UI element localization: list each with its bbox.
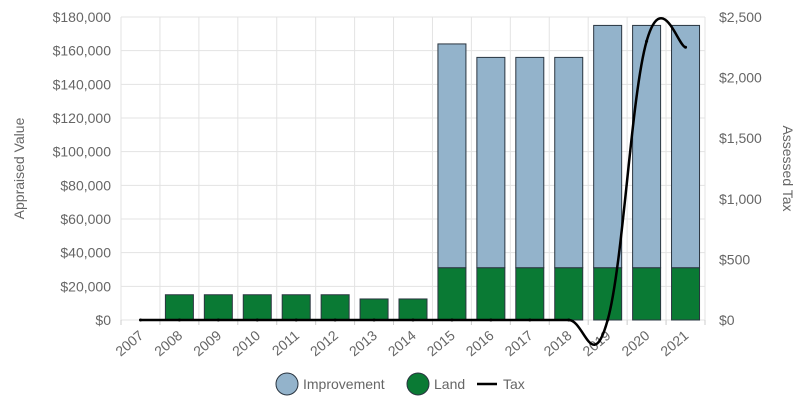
bar-land[interactable] <box>671 267 701 321</box>
bar-land[interactable] <box>320 294 350 321</box>
bar-land[interactable] <box>632 267 662 321</box>
tax-point[interactable] <box>606 318 610 322</box>
bar-land[interactable] <box>164 294 194 321</box>
bar-land[interactable] <box>281 294 311 321</box>
legend-swatch-improvement[interactable] <box>275 372 299 396</box>
tax-point[interactable] <box>450 318 454 322</box>
x-tick-label: 2014 <box>385 327 419 359</box>
tax-point[interactable] <box>528 318 532 322</box>
x-tick-label: 2011 <box>269 327 303 359</box>
bar-land[interactable] <box>515 267 545 321</box>
tax-point[interactable] <box>645 39 649 43</box>
x-tick-label: 2020 <box>618 327 652 359</box>
y-left-tick-label: $100,000 <box>53 144 112 160</box>
y-right-tick-label: $1,500 <box>719 130 762 146</box>
y-right-tick-label: $1,000 <box>719 191 762 207</box>
y-left-tick-label: $20,000 <box>60 278 111 294</box>
bar-improvement[interactable] <box>476 56 506 269</box>
tax-line[interactable] <box>140 17 687 347</box>
x-tick-label: 2009 <box>190 327 224 359</box>
tax-point[interactable] <box>294 318 298 322</box>
bar-improvement[interactable] <box>632 24 662 269</box>
tax-point[interactable] <box>255 318 259 322</box>
x-tick-label: 2008 <box>151 327 185 359</box>
tax-point[interactable] <box>411 318 415 322</box>
y-right-tick-label: $500 <box>719 251 750 267</box>
y-left-tick-label: $120,000 <box>53 110 112 126</box>
x-tick-label: 2016 <box>463 327 497 359</box>
y-left-tick-label: $60,000 <box>60 211 111 227</box>
tax-point[interactable] <box>216 318 220 322</box>
y-left-tick-label: $0 <box>95 312 111 328</box>
y-right-axis-title: Assessed Tax <box>780 125 796 211</box>
y-left-tick-label: $180,000 <box>53 9 112 25</box>
y-left-tick-label: $160,000 <box>53 43 112 59</box>
bar-improvement[interactable] <box>593 24 623 269</box>
x-tick-label: 2013 <box>346 327 380 359</box>
bar-improvement[interactable] <box>554 56 584 269</box>
x-tick-label: 2017 <box>502 327 536 359</box>
tax-point[interactable] <box>177 318 181 322</box>
bar-improvement[interactable] <box>437 43 467 269</box>
tax-point[interactable] <box>684 45 688 49</box>
bar-land[interactable] <box>398 298 428 321</box>
legend-label-improvement[interactable]: Improvement <box>303 376 385 392</box>
bar-land[interactable] <box>203 294 233 321</box>
y-left-axis-title: Appraised Value <box>11 117 27 219</box>
x-tick-label: 2015 <box>424 327 458 359</box>
bar-land[interactable] <box>242 294 272 321</box>
y-left-tick-label: $80,000 <box>60 177 111 193</box>
y-right-tick-label: $0 <box>719 312 735 328</box>
y-right-tick-label: $2,500 <box>719 9 762 25</box>
tax-point[interactable] <box>138 318 142 322</box>
bar-improvement[interactable] <box>515 56 545 269</box>
x-tick-label: 2018 <box>541 327 575 359</box>
x-tick-label: 2010 <box>229 327 263 359</box>
tax-point[interactable] <box>372 318 376 322</box>
x-tick-label: 2007 <box>112 327 146 359</box>
y-left-tick-label: $140,000 <box>53 76 112 92</box>
x-tick-label: 2012 <box>307 327 341 359</box>
legend-label-tax[interactable]: Tax <box>503 376 525 392</box>
bar-land[interactable] <box>554 267 584 321</box>
x-tick-label: 2021 <box>657 327 691 359</box>
bar-land[interactable] <box>593 267 623 321</box>
bar-land[interactable] <box>437 267 467 321</box>
tax-point[interactable] <box>489 318 493 322</box>
tax-point[interactable] <box>567 318 571 322</box>
y-left-tick-label: $40,000 <box>60 245 111 261</box>
tax-point[interactable] <box>333 318 337 322</box>
bar-improvement[interactable] <box>671 24 701 269</box>
bar-land[interactable] <box>476 267 506 321</box>
legend-label-land[interactable]: Land <box>434 376 465 392</box>
legend-swatch-land[interactable] <box>406 372 430 396</box>
bar-land[interactable] <box>359 298 389 321</box>
y-right-tick-label: $2,000 <box>719 70 762 86</box>
